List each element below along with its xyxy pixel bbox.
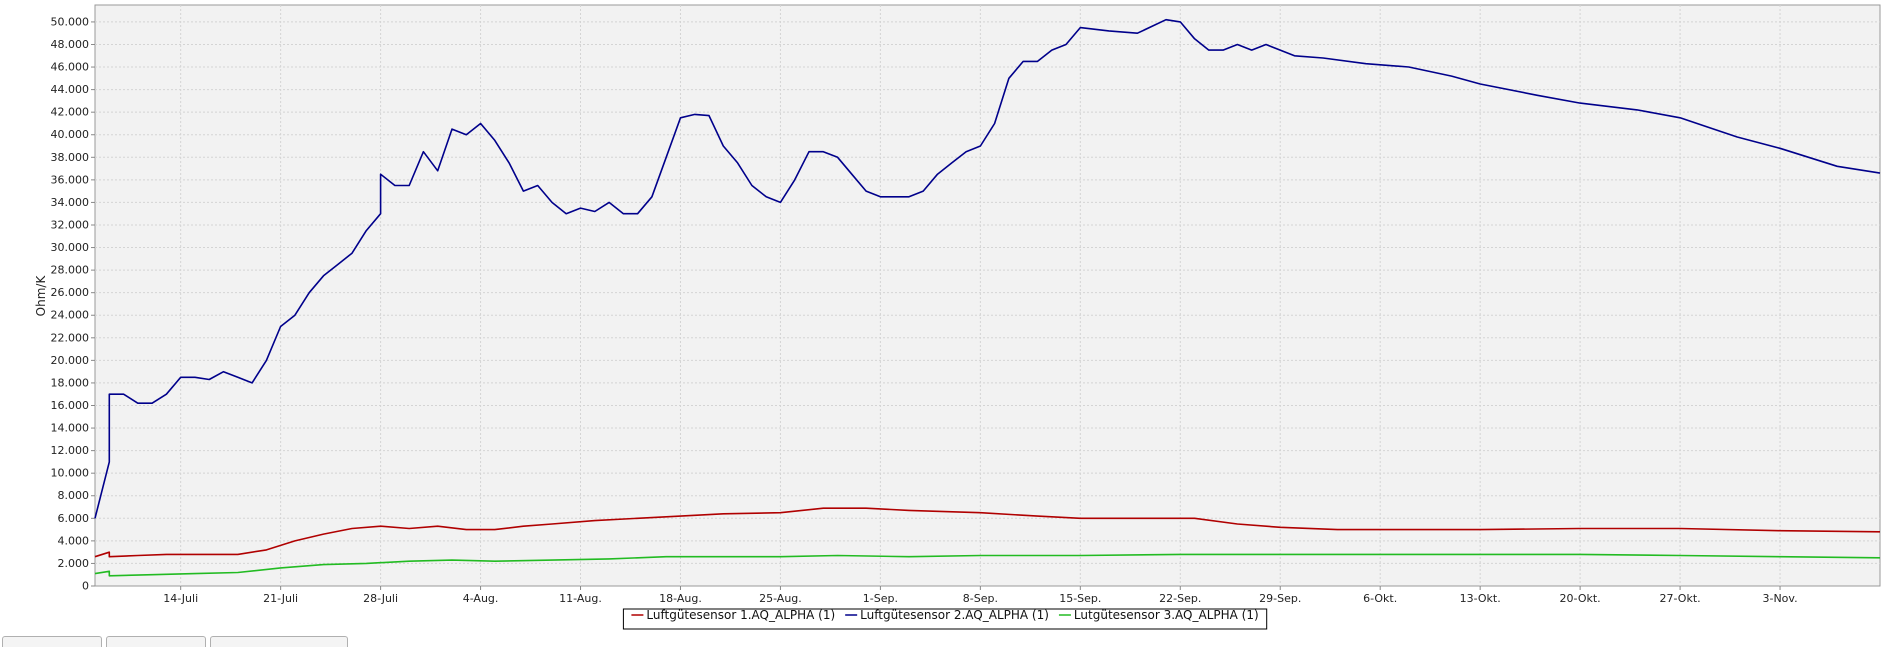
x-axis: 14-Juli 21-Juli 28-Juli 4-Aug. 11-Aug. 18-Aug… (163, 586, 1798, 605)
y-tick-label: 6.000 (58, 512, 90, 525)
y-tick-label: 32.000 (51, 218, 90, 231)
legend: Luftgütesensor 1.AQ_ALPHA (1) Luftgütesen… (622, 608, 1268, 630)
y-tick-label: 20.000 (51, 354, 90, 367)
y-tick-label: 46.000 (51, 61, 90, 74)
bottom-tab-3[interactable] (210, 636, 348, 647)
y-tick-label: 38.000 (51, 151, 90, 164)
y-tick-label: 44.000 (51, 83, 90, 96)
series-lines (94, 18, 1881, 577)
y-tick-label: 4.000 (58, 534, 90, 547)
series-line-3 (94, 553, 1881, 577)
bottom-tab-1[interactable] (2, 636, 102, 647)
series-line-2 (94, 18, 1881, 519)
grid-lines (95, 5, 1880, 586)
y-axis-label: Ohm/K (34, 275, 48, 317)
legend-label-2: Luftgütesensor 2.AQ_ALPHA (1) (860, 608, 1049, 622)
x-tick-label: 22-Sep. (1159, 592, 1201, 605)
x-tick-label: 25-Aug. (759, 592, 802, 605)
y-tick-label: 42.000 (51, 106, 90, 119)
x-tick-label: 14-Juli (163, 592, 198, 605)
y-tick-label: 24.000 (51, 309, 90, 322)
y-tick-label: 26.000 (51, 286, 90, 299)
x-tick-label: 15-Sep. (1059, 592, 1101, 605)
y-tick-label: 8.000 (58, 489, 90, 502)
y-tick-label: 16.000 (51, 399, 90, 412)
y-tick-label: 36.000 (51, 173, 90, 186)
series-line-1 (94, 507, 1881, 558)
plot-area (94, 4, 1881, 587)
x-tick-label: 21-Juli (263, 592, 298, 605)
y-tick-label: 12.000 (51, 444, 90, 457)
y-tick-label: 30.000 (51, 241, 90, 254)
y-tick-label: 50.000 (51, 15, 90, 28)
y-tick-label: 40.000 (51, 128, 90, 141)
x-tick-label: 28-Juli (363, 592, 398, 605)
x-tick-label: 13-Okt. (1460, 592, 1501, 605)
legend-label-3: Lutgütesensor 3.AQ_ALPHA (1) (1074, 608, 1259, 622)
y-tick-label: 34.000 (51, 196, 90, 209)
x-tick-label: 27-Okt. (1660, 592, 1701, 605)
y-tick-label: 48.000 (51, 38, 90, 51)
y-tick-label: 0 (82, 580, 89, 593)
y-tick-label: 18.000 (51, 376, 90, 389)
y-tick-label: 10.000 (51, 467, 90, 480)
x-tick-label: 3-Nov. (1762, 592, 1797, 605)
x-tick-label: 1-Sep. (863, 592, 898, 605)
y-tick-label: 2.000 (58, 557, 90, 570)
legend-label-1: Luftgütesensor 1.AQ_ALPHA (1) (646, 608, 835, 622)
x-tick-label: 4-Aug. (463, 592, 499, 605)
bottom-tab-2[interactable] (106, 636, 206, 647)
y-tick-label: 28.000 (51, 264, 90, 277)
y-axis: 0 2.000 4.000 6.000 8.000 10.000 12.000 14.000 1… (51, 15, 95, 593)
x-tick-label: 6-Okt. (1363, 592, 1397, 605)
y-tick-label: 14.000 (51, 422, 90, 435)
legend-box (622, 608, 1268, 630)
x-tick-label: 18-Aug. (659, 592, 702, 605)
x-tick-label: 8-Sep. (963, 592, 998, 605)
x-tick-label: 29-Sep. (1259, 592, 1301, 605)
x-tick-label: 20-Okt. (1560, 592, 1601, 605)
x-tick-label: 11-Aug. (559, 592, 602, 605)
y-tick-label: 22.000 (51, 331, 90, 344)
